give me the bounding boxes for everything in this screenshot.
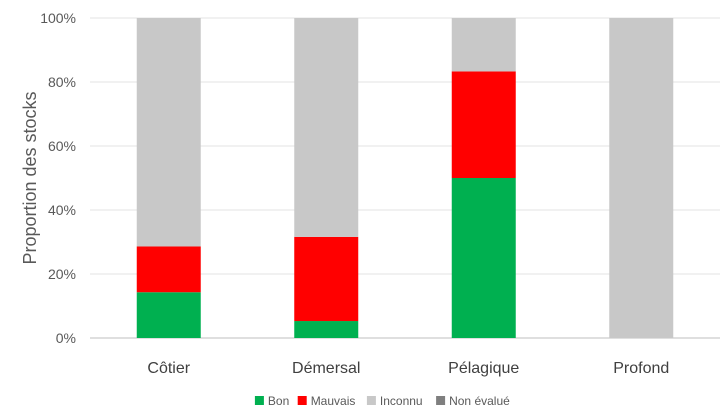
bar-segment-mauvais [294,236,359,322]
category-label: Profond [613,360,669,377]
bar-segment-inconnu [451,18,516,72]
y-tick-label: 0% [56,330,76,346]
category-labels: Côtier Démersal Pélagique Profond [147,360,669,377]
legend-label: Non évalué [449,394,510,408]
y-tick-label: 100% [40,10,76,26]
y-axis-label: Proportion des stocks [20,91,40,264]
bar-segment-inconnu [294,18,359,237]
legend-label: Inconnu [380,394,423,408]
legend-label: Mauvais [311,394,356,408]
bar-segment-inconnu [609,18,674,338]
legend-label: Bon [268,394,289,408]
legend: Bon Mauvais Inconnu Non évalué [254,394,510,408]
category-label: Pélagique [448,360,519,377]
bar-segment-mauvais [136,246,201,293]
bar-segment-bon [136,292,201,338]
category-label: Démersal [292,360,360,377]
y-tick-label: 60% [48,138,76,154]
y-tick-label: 40% [48,202,76,218]
category-label: Côtier [147,360,190,377]
bar-segment-mauvais [451,71,516,178]
legend-swatch [297,396,307,405]
y-tick-label: 20% [48,266,76,282]
y-tick-labels: 0% 20% 40% 60% 80% 100% [40,10,76,346]
y-tick-label: 80% [48,74,76,90]
bar-segment-bon [294,321,359,338]
bar-segment-bon [451,178,516,338]
legend-swatch [366,396,376,405]
legend-swatch [436,396,446,405]
bar-segment-inconnu [136,18,201,247]
legend-swatch [254,396,264,405]
bars [136,18,674,338]
